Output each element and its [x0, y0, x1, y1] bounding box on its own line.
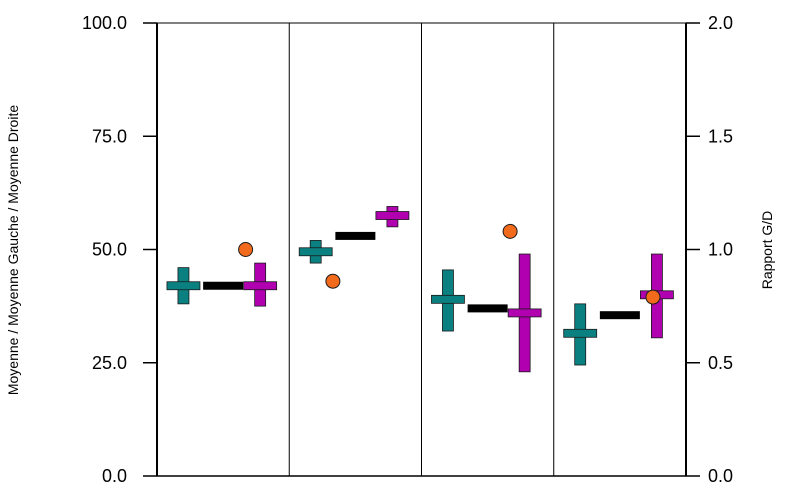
- y-tick-label-left: 25.0: [92, 353, 127, 373]
- rapport-point: [239, 243, 253, 257]
- plot-area: 0.0 25.0 50.0 75.0 100.0 0.0 0.5 1.0 1.5 2.0: [82, 13, 733, 485]
- droite-mean-bar: [244, 282, 277, 290]
- moyenne-mean-bar: [335, 232, 375, 240]
- gauche-mean-bar: [167, 282, 200, 290]
- moyenne-mean-bar: [600, 311, 640, 319]
- y-axis-label-left: Moyenne / Moyenne Gauche / Moyenne Droit…: [5, 105, 21, 395]
- gauche-mean-bar: [431, 295, 464, 303]
- y-tick-label-right: 0.0: [708, 466, 733, 485]
- gauche-mean-bar: [299, 248, 332, 256]
- moyenne-mean-bar: [203, 282, 243, 290]
- rapport-point: [503, 224, 517, 238]
- moyenne-mean-bar: [468, 304, 508, 312]
- y-tick-label-right: 1.0: [708, 240, 733, 260]
- y-tick-label-left: 100.0: [82, 13, 127, 33]
- gauche-mean-bar: [564, 329, 597, 337]
- droite-mean-bar: [376, 212, 409, 220]
- droite-mean-bar: [508, 309, 541, 317]
- rapport-point: [326, 274, 340, 288]
- y-tick-label-right: 0.5: [708, 353, 733, 373]
- y-tick-label-left: 50.0: [92, 240, 127, 260]
- y-tick-label-right: 1.5: [708, 126, 733, 146]
- rapport-point: [646, 290, 660, 304]
- y-tick-label-left: 0.0: [102, 466, 127, 485]
- y-tick-label-left: 75.0: [92, 126, 127, 146]
- y-axis-label-right: Rapport G/D: [759, 211, 775, 290]
- y-tick-label-right: 2.0: [708, 13, 733, 33]
